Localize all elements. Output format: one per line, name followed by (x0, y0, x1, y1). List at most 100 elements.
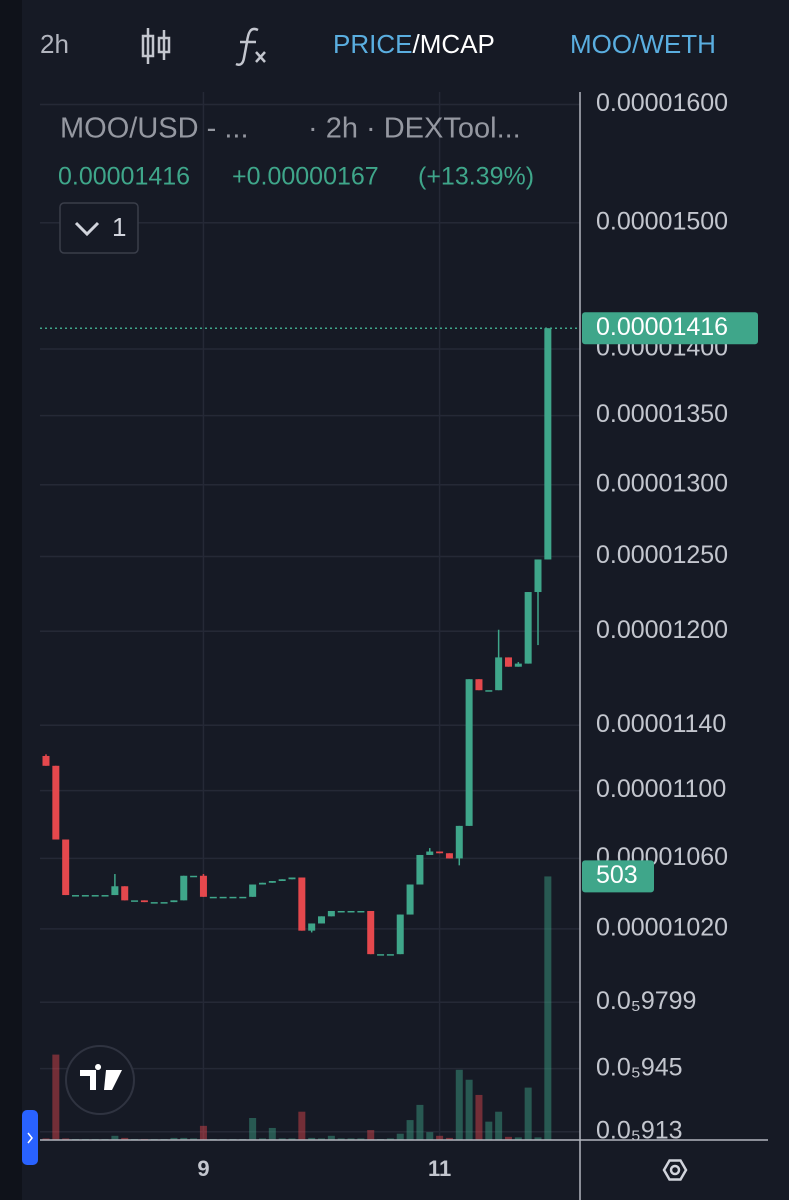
price-mcap-toggle[interactable]: PRICE/MCAP (333, 29, 495, 59)
left-edge (0, 0, 22, 1200)
volume-bar (121, 1137, 129, 1140)
y-tick-label: 0.0₅9799 (596, 987, 696, 1015)
volume-bar (436, 1135, 444, 1140)
candle-body (229, 896, 237, 899)
candle-body (288, 877, 296, 880)
volume-bar (170, 1137, 178, 1140)
pair-toggle[interactable]: MOO/WETH (570, 29, 716, 59)
volume-bar (249, 1117, 257, 1140)
volume-bar (475, 1094, 483, 1140)
price-tag (582, 312, 758, 345)
volume-bar (308, 1137, 316, 1140)
y-tick-label: 0.00001140 (596, 710, 726, 738)
volume-bar (278, 1138, 286, 1140)
candle-body (81, 895, 89, 897)
y-tick-label: 0.00001200 (596, 616, 728, 644)
y-tick-label: 0.00001100 (596, 775, 726, 803)
candle-body (219, 896, 227, 899)
x-tick-label: 11 (428, 1156, 451, 1181)
candle-body (278, 879, 286, 882)
candle-body (101, 895, 109, 897)
y-tick-label: 0.00001600 (596, 89, 728, 117)
candle-body (258, 882, 266, 885)
candle-body (455, 825, 463, 859)
logo-mark (80, 1064, 122, 1090)
volume-bar (416, 1104, 424, 1140)
y-tick-label: 0.00001500 (596, 207, 728, 235)
candle-body (357, 910, 365, 913)
collapse-button[interactable] (59, 202, 139, 254)
volume-bar (445, 1137, 453, 1140)
volume-bar (268, 1127, 276, 1140)
volume-bar (52, 1054, 60, 1140)
candle-body (91, 895, 99, 897)
price-tag-label: 0.00001416 (596, 313, 728, 341)
tradingview-logo[interactable] (65, 1045, 135, 1115)
volume-tag (582, 860, 654, 893)
volume-bar (396, 1133, 404, 1140)
candle-body (426, 851, 434, 855)
chevron-icon (74, 221, 100, 237)
side-tab-arrow (27, 1132, 33, 1144)
y-tick-label: 0.00001350 (596, 400, 728, 428)
price-change-pct: (+13.39%) (418, 163, 534, 191)
volume-bar (190, 1138, 198, 1140)
volume-bar (465, 1079, 473, 1140)
source-label: · 2h · DEXTool... (308, 113, 521, 145)
candle-body (209, 896, 217, 899)
candle-body (465, 679, 473, 826)
candle-body (436, 851, 444, 854)
y-tick-label: 0.00001300 (596, 469, 728, 497)
candle-body (524, 592, 532, 664)
volume-bar (495, 1111, 503, 1140)
price-option[interactable]: PRICE (333, 29, 412, 59)
collapse-count: 1 (112, 212, 126, 242)
volume-bar (514, 1137, 522, 1140)
candle-body (347, 910, 355, 913)
candle-body (386, 954, 394, 956)
volume-bar (544, 876, 552, 1140)
candle-body (170, 900, 178, 903)
volume-tag-label: 503 (596, 861, 638, 889)
mcap-option[interactable]: /MCAP (412, 29, 494, 59)
volume-bar (111, 1135, 119, 1140)
candle-body (268, 881, 276, 883)
volume-bar (258, 1138, 266, 1140)
volume-bar (367, 1130, 375, 1140)
volume-bar (357, 1138, 365, 1140)
candle-body (318, 916, 326, 924)
volume-bar (455, 1069, 463, 1140)
interval-button[interactable]: 2h (40, 29, 69, 59)
candle-body (180, 875, 188, 901)
volume-bar (504, 1136, 512, 1140)
settings-icon-center (669, 1164, 681, 1176)
y-tick-label: 0.00001250 (596, 541, 728, 569)
candle-body (249, 884, 257, 897)
price-change: +0.00000167 (232, 163, 379, 191)
candle-body (406, 884, 414, 915)
volume-bar (298, 1111, 306, 1140)
candle-body (504, 657, 512, 667)
candle-body (72, 895, 80, 897)
candle-body (485, 690, 493, 692)
candle-body (475, 679, 483, 691)
side-panel-tab[interactable] (22, 1110, 38, 1165)
candle-type-icon[interactable] (141, 28, 171, 64)
candle-body (239, 896, 247, 899)
plot-area: 0.000016000.000015000.000014000.00001350… (40, 89, 768, 1200)
volume-bar (524, 1087, 532, 1140)
candle-body (396, 914, 404, 955)
volume-bar (327, 1135, 335, 1140)
candle-body (416, 854, 424, 885)
candle-body (52, 765, 60, 840)
x-tick-label: 9 (197, 1156, 209, 1181)
indicators-icon[interactable] (235, 27, 266, 66)
volume-bar (288, 1138, 296, 1140)
candle-body (377, 954, 385, 956)
candle-body (62, 839, 70, 896)
volume-bar (62, 1138, 70, 1140)
candle-body (121, 886, 129, 901)
settings-icon[interactable] (662, 1159, 688, 1181)
candle-body (42, 755, 50, 766)
